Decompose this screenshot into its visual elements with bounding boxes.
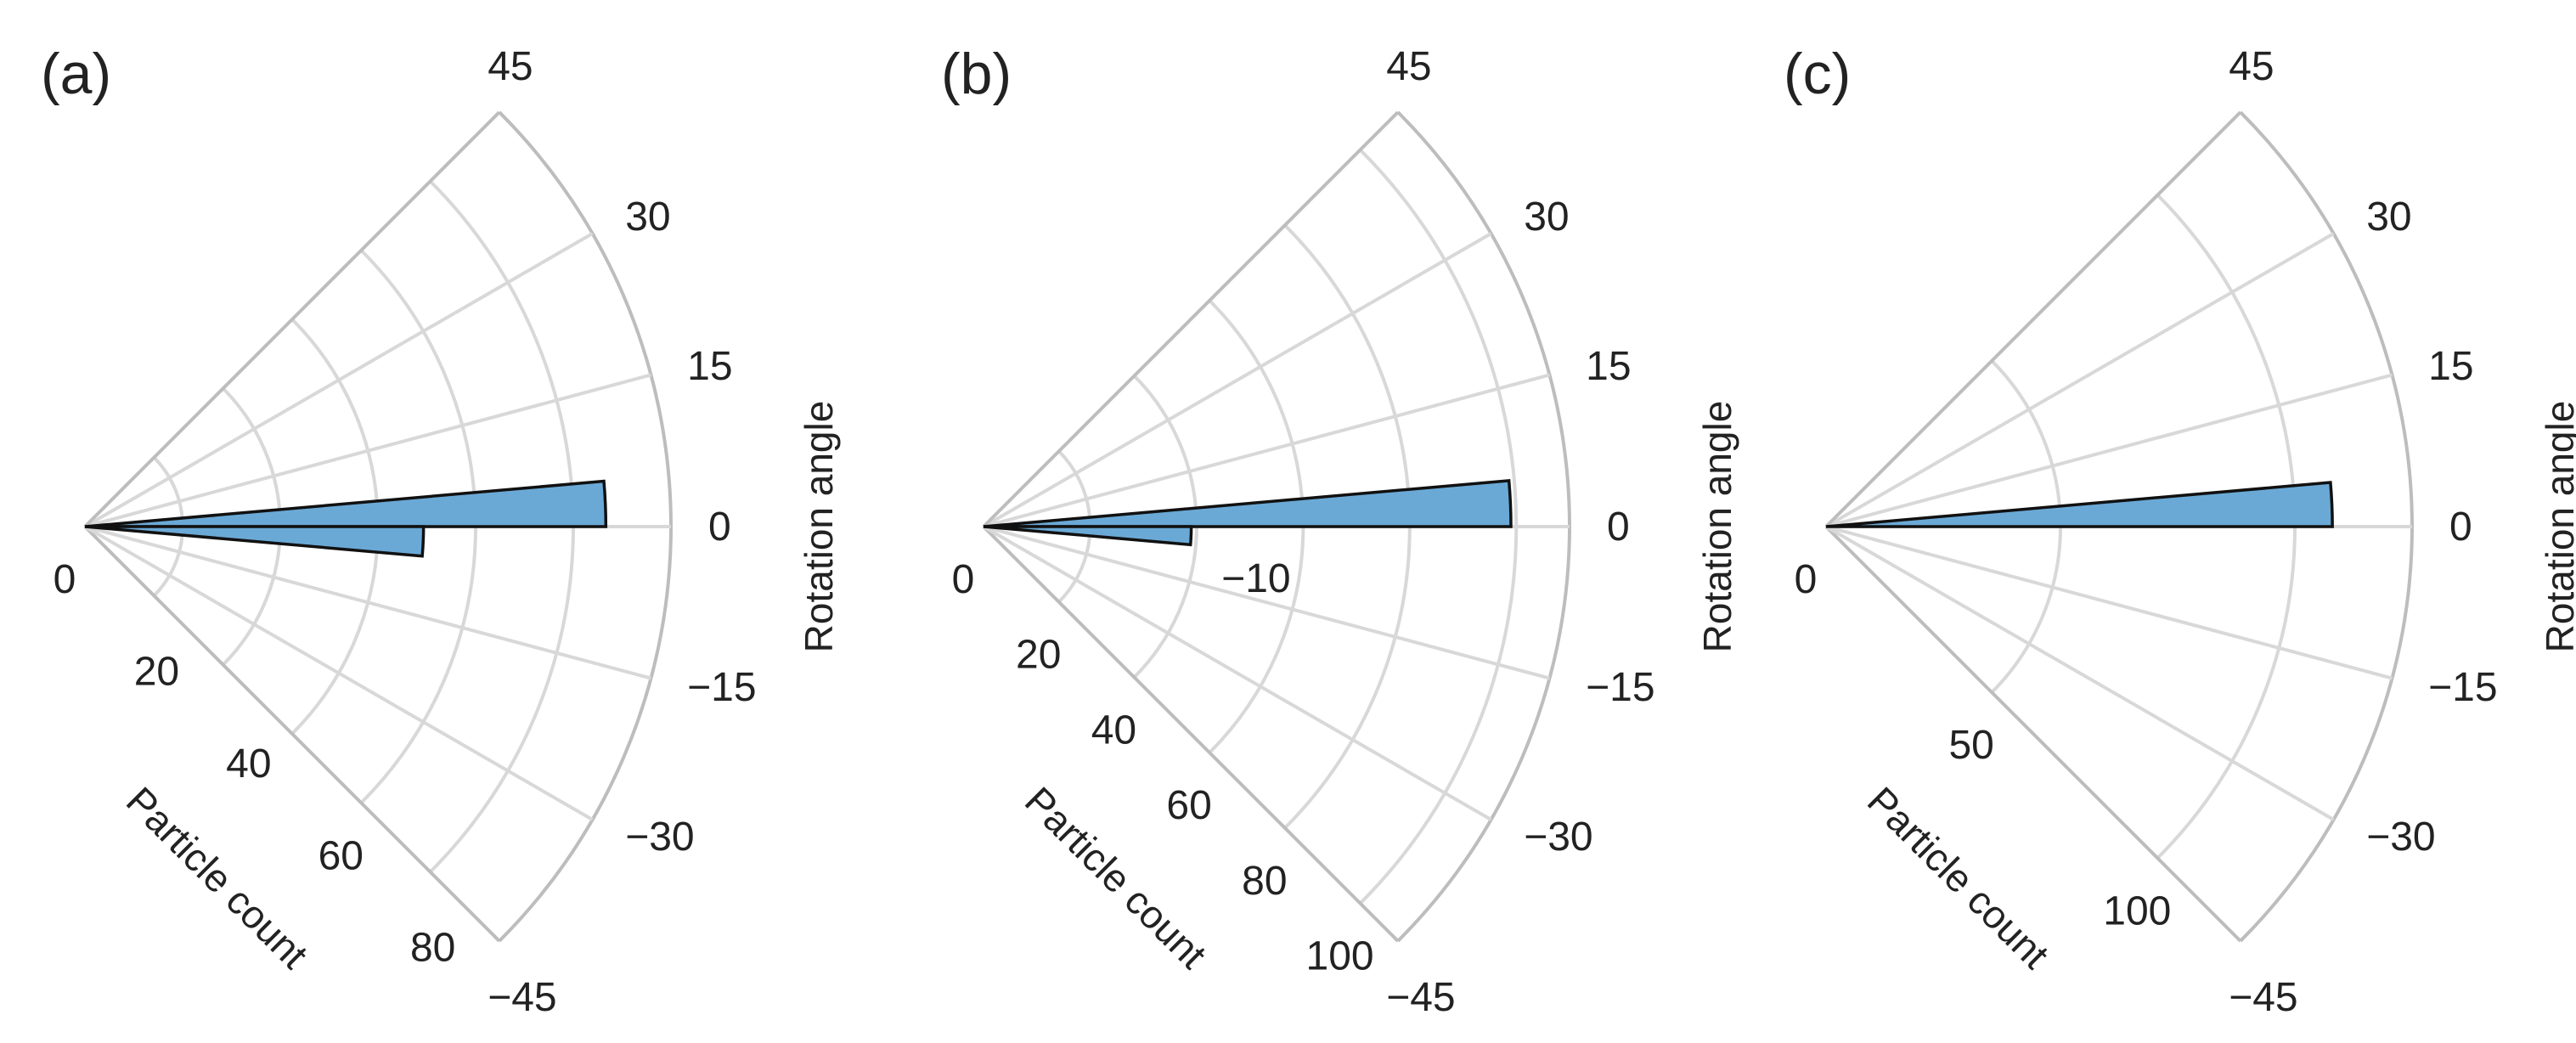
sector-edge xyxy=(1824,110,2242,528)
r-tick-label: 80 xyxy=(410,926,455,971)
sector-edge xyxy=(83,110,501,528)
theta-tick-label: 15 xyxy=(2428,344,2473,389)
r-tick-label: 40 xyxy=(226,741,271,786)
r-tick-label: 80 xyxy=(1242,859,1287,904)
theta-gridline xyxy=(983,373,1551,528)
theta-tick-label: 30 xyxy=(2366,195,2411,240)
r-tick-label: 50 xyxy=(1948,723,1993,768)
theta-gridline xyxy=(1825,232,2335,528)
r-tick-label: 100 xyxy=(1306,934,1374,979)
r-axis-title: Particle count xyxy=(1859,778,2058,977)
r-tick-label: 100 xyxy=(2103,888,2171,933)
theta-tick-label: −30 xyxy=(2366,815,2435,860)
theta-gridline xyxy=(1825,525,2393,680)
theta-gridline xyxy=(84,525,652,680)
theta-tick-label: −30 xyxy=(625,815,694,860)
r-axis-title: Particle count xyxy=(118,778,317,977)
theta-tick-label: −45 xyxy=(1386,975,1455,1020)
panel-label: (b) xyxy=(941,42,1012,106)
sector-edge xyxy=(982,110,1400,528)
r-tick-label: 60 xyxy=(318,833,364,878)
histogram-bar xyxy=(1825,481,2334,528)
histogram-bar xyxy=(84,479,608,528)
panel-label: (a) xyxy=(41,42,111,106)
theta-gridline xyxy=(982,525,1492,821)
r-tick-label: 60 xyxy=(1166,783,1211,828)
theta-tick-label: −30 xyxy=(1524,815,1592,860)
theta-gridline xyxy=(84,232,594,528)
theta-tick-label: −45 xyxy=(2229,975,2297,1020)
r-tick-label: 0 xyxy=(54,557,76,602)
r-tick-label: 20 xyxy=(1016,633,1061,678)
sector-edge xyxy=(982,525,1400,943)
r-tick-label: 20 xyxy=(134,649,179,694)
panel-a: −45 −30 −15 0 15 30 45 0 20 40 60 80 (a) Rotation ang… xyxy=(41,42,841,1020)
histogram-bar xyxy=(983,478,1513,528)
sector-edge xyxy=(1824,525,2242,943)
theta-tick-label: 45 xyxy=(2229,44,2274,89)
theta-gridline xyxy=(1825,373,2393,528)
theta-gridline xyxy=(1825,525,2335,821)
histogram-bar xyxy=(84,525,426,558)
histogram-bar xyxy=(983,525,1193,547)
panel-c: −45 −30 −15 0 15 30 45 0 50 100 (c) Rotation angle P… xyxy=(1784,42,2576,1020)
theta-tick-label: 0 xyxy=(2449,505,2472,550)
theta-tick-label: 30 xyxy=(1524,195,1569,240)
theta-tick-label: 0 xyxy=(1607,505,1630,550)
r-tick-label: 0 xyxy=(952,557,975,602)
theta-tick-label: 15 xyxy=(687,344,732,389)
theta-axis-title: Rotation angle xyxy=(2538,401,2576,653)
theta-tick-label: 45 xyxy=(1386,44,1431,89)
theta-tick-label: −15 xyxy=(2428,665,2497,710)
theta-gridline xyxy=(84,373,652,528)
panel-b: −45 −30 −15 0 15 30 45 0 20 40 60 80 100 (b) Rotation … xyxy=(941,42,1739,1020)
theta-tick-label: −45 xyxy=(488,975,556,1020)
theta-tick-label: 0 xyxy=(708,505,731,550)
theta-tick-label: 45 xyxy=(488,44,533,89)
theta-gridline xyxy=(982,232,1492,528)
annotation-label: −10 xyxy=(1221,556,1290,601)
theta-tick-label: −15 xyxy=(1586,665,1654,710)
sector-edge xyxy=(83,525,501,943)
theta-tick-label: 15 xyxy=(1586,344,1631,389)
theta-tick-label: −15 xyxy=(687,665,756,710)
panel-label: (c) xyxy=(1784,42,1851,106)
theta-gridline xyxy=(983,525,1551,680)
r-tick-label: 40 xyxy=(1091,708,1136,753)
theta-tick-label: 30 xyxy=(625,195,670,240)
r-tick-label: 0 xyxy=(1795,557,1818,602)
theta-axis-title: Rotation angle xyxy=(1695,401,1739,653)
theta-axis-title: Rotation angle xyxy=(797,401,841,653)
theta-gridline xyxy=(84,525,594,821)
